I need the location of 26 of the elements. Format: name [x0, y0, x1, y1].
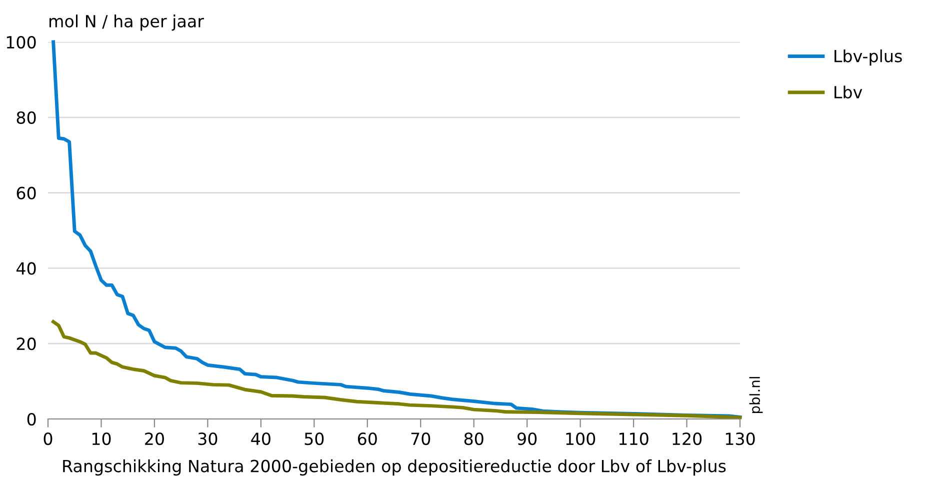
y-tick-label: 80 — [16, 111, 36, 124]
x-tick-label: 50 — [304, 432, 324, 446]
y-tick-label: 20 — [16, 338, 36, 350]
x-tick-label: 20 — [145, 432, 164, 446]
x-tick-label: 100 — [566, 432, 596, 446]
x-tick-label: 130 — [726, 432, 755, 446]
legend-label: Lbv-plus — [834, 49, 902, 66]
x-tick-label: 60 — [358, 432, 377, 446]
x-tick-label: 10 — [92, 432, 111, 446]
x-tick-label: 70 — [411, 432, 430, 446]
x-tick-label: 80 — [464, 432, 484, 446]
text: pbl.nl — [749, 377, 763, 414]
y-tick-label: 100 — [6, 36, 36, 49]
y-axis-title: mol N / ha per jaar — [50, 14, 204, 31]
y-tick-label: 60 — [16, 186, 36, 200]
y-tick-label: 0 — [27, 412, 36, 426]
x-tick-label: 120 — [672, 432, 702, 446]
y-tick-label: 40 — [16, 262, 36, 275]
legend-label: Lbv — [834, 86, 862, 98]
line-series — [52, 320, 742, 420]
x-tick-label: 0 — [44, 432, 52, 446]
x-tick-label: 30 — [198, 432, 218, 446]
x-tick-label: 90 — [518, 432, 537, 446]
x-tick-label: 110 — [619, 432, 648, 446]
x-axis-title: Rangschikking Natura 2000-gebieden op depositiereductie door Lbv of Lbv-plus — [63, 459, 726, 476]
x-tick-label: 40 — [251, 432, 270, 446]
